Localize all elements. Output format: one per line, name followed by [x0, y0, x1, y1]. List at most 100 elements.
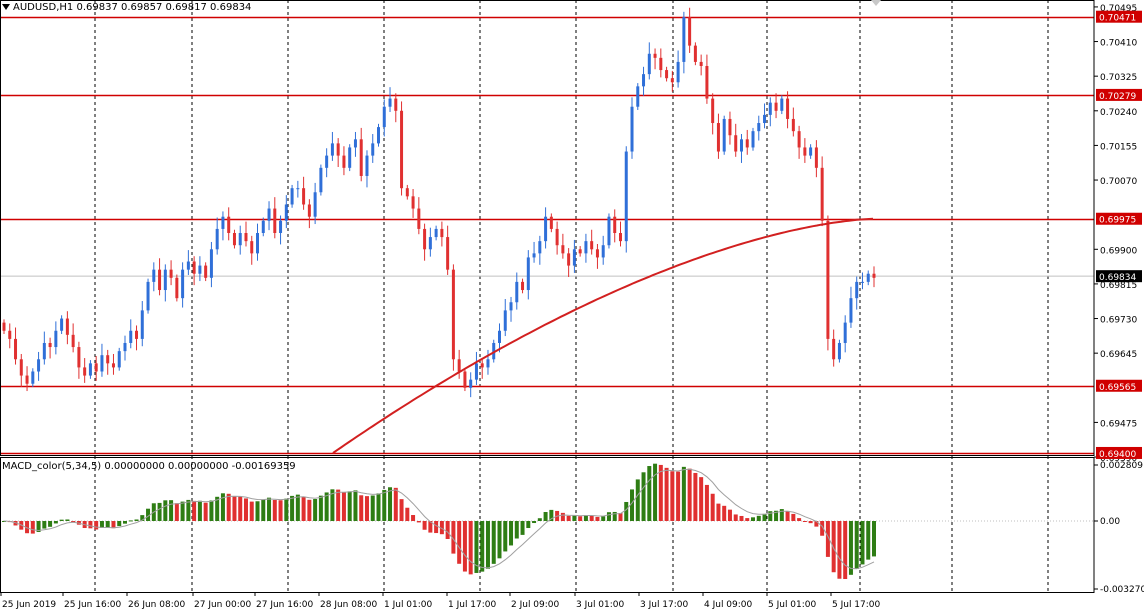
candle-body	[699, 61, 703, 66]
macd-bar	[301, 496, 306, 521]
candle-body	[163, 269, 167, 291]
macd-bar	[157, 502, 162, 521]
candle-body	[325, 155, 329, 168]
macd-bar	[42, 521, 47, 529]
candle-body	[693, 45, 697, 62]
candle-body	[532, 253, 536, 258]
candle-body	[630, 106, 634, 152]
macd-bar	[128, 520, 133, 522]
candle-body	[595, 249, 599, 258]
time-tick-label: 4 Jul 09:00	[704, 600, 753, 610]
candle-body	[515, 281, 519, 303]
time-tick-label: 27 Jun 16:00	[256, 600, 313, 610]
macd-bar	[825, 521, 830, 557]
candle-body	[728, 118, 732, 136]
macd-bar	[255, 501, 260, 521]
macd-bar	[751, 517, 756, 521]
macd-bar	[382, 489, 387, 521]
candle-body	[388, 98, 392, 107]
macd-bar	[716, 503, 721, 521]
macd-bar	[653, 463, 658, 521]
candle-body	[607, 216, 611, 246]
time-tick-label: 26 Jun 08:00	[128, 600, 185, 610]
symbol-header[interactable]: AUDUSD,H1 0.69837 0.69857 0.69817 0.6983…	[2, 2, 251, 13]
candle-body	[238, 232, 242, 246]
candle-body	[227, 216, 231, 233]
macd-bar	[428, 521, 433, 533]
candle-body	[716, 123, 720, 152]
level-price-label: 0.69400	[1099, 450, 1136, 460]
macd-bar	[243, 498, 248, 521]
macd-bar	[353, 490, 358, 521]
macd-bar	[388, 487, 393, 521]
macd-bar	[727, 509, 732, 521]
candle-body	[313, 192, 317, 217]
candle-body	[244, 232, 248, 242]
macd-bar	[65, 519, 70, 521]
candle-body	[665, 70, 669, 79]
candle-body	[192, 261, 196, 274]
macd-bar	[36, 521, 41, 532]
macd-bar	[624, 501, 629, 521]
macd-bar	[370, 495, 375, 521]
macd-bar	[860, 521, 865, 565]
macd-bar	[733, 514, 738, 521]
candle-body	[509, 302, 513, 311]
candle-body	[797, 131, 801, 148]
main-pane-border	[0, 0, 1095, 456]
axis-labels: 0.70495 0.70410 0.70325 0.70240 0.70155 0.700…	[2, 4, 1144, 610]
macd-indicator-text: MACD_color(5,34,5) 0.00000000 0.00000000…	[2, 461, 296, 472]
price-tick-label: 0.69900	[1100, 246, 1137, 256]
scroll-marker-icon[interactable]	[871, 0, 881, 6]
macd-bar	[186, 499, 191, 521]
macd-bar	[307, 499, 312, 521]
macd-bar	[854, 521, 859, 569]
collapse-triangle-icon[interactable]	[2, 4, 10, 10]
grid-lines	[94, 0, 1049, 592]
macd-bar	[768, 511, 773, 521]
candle-body	[814, 147, 818, 168]
macd-bar	[532, 521, 537, 524]
candle-body	[590, 241, 594, 250]
time-tick-label: 25 Jun 2019	[2, 600, 56, 610]
macd-tick-label: 0.0028091	[1100, 461, 1144, 471]
candle-body	[440, 228, 444, 238]
price-tick-label: 0.70240	[1100, 108, 1137, 118]
candle-body	[330, 143, 334, 156]
candle-body	[843, 322, 847, 343]
macd-bar	[722, 505, 727, 521]
level-price-box	[1096, 379, 1142, 392]
candle-body	[417, 208, 421, 229]
candle-body	[405, 188, 409, 197]
candle-body	[613, 216, 617, 233]
candle-body	[572, 249, 576, 266]
candle-body	[60, 318, 64, 331]
macd-bar	[313, 499, 318, 521]
candle-body	[486, 359, 490, 368]
macd-bar	[814, 521, 819, 527]
macd-bar	[341, 491, 346, 521]
candle-body	[676, 61, 680, 83]
macd-bar	[537, 518, 542, 521]
candle-body	[688, 17, 692, 46]
candle-body	[394, 98, 398, 111]
macd-bar	[526, 521, 531, 529]
macd-header: MACD_color(5,34,5) 0.00000000 0.00000000…	[2, 461, 296, 472]
candle-body	[584, 241, 588, 254]
candle-body	[457, 359, 461, 372]
macd-bar	[762, 513, 767, 521]
macd-bar	[595, 516, 600, 521]
macd-bar	[462, 521, 467, 572]
macd-bar	[635, 479, 640, 521]
macd-bar	[739, 515, 744, 521]
candles	[2, 7, 876, 398]
macd-bar	[774, 510, 779, 521]
level-price-label: 0.70279	[1099, 92, 1136, 102]
macd-tick-label: -0.003270	[1100, 585, 1144, 595]
macd-bar	[485, 521, 490, 569]
macd-bar	[422, 521, 427, 530]
macd-bar	[122, 521, 127, 524]
macd-bar	[117, 521, 122, 527]
